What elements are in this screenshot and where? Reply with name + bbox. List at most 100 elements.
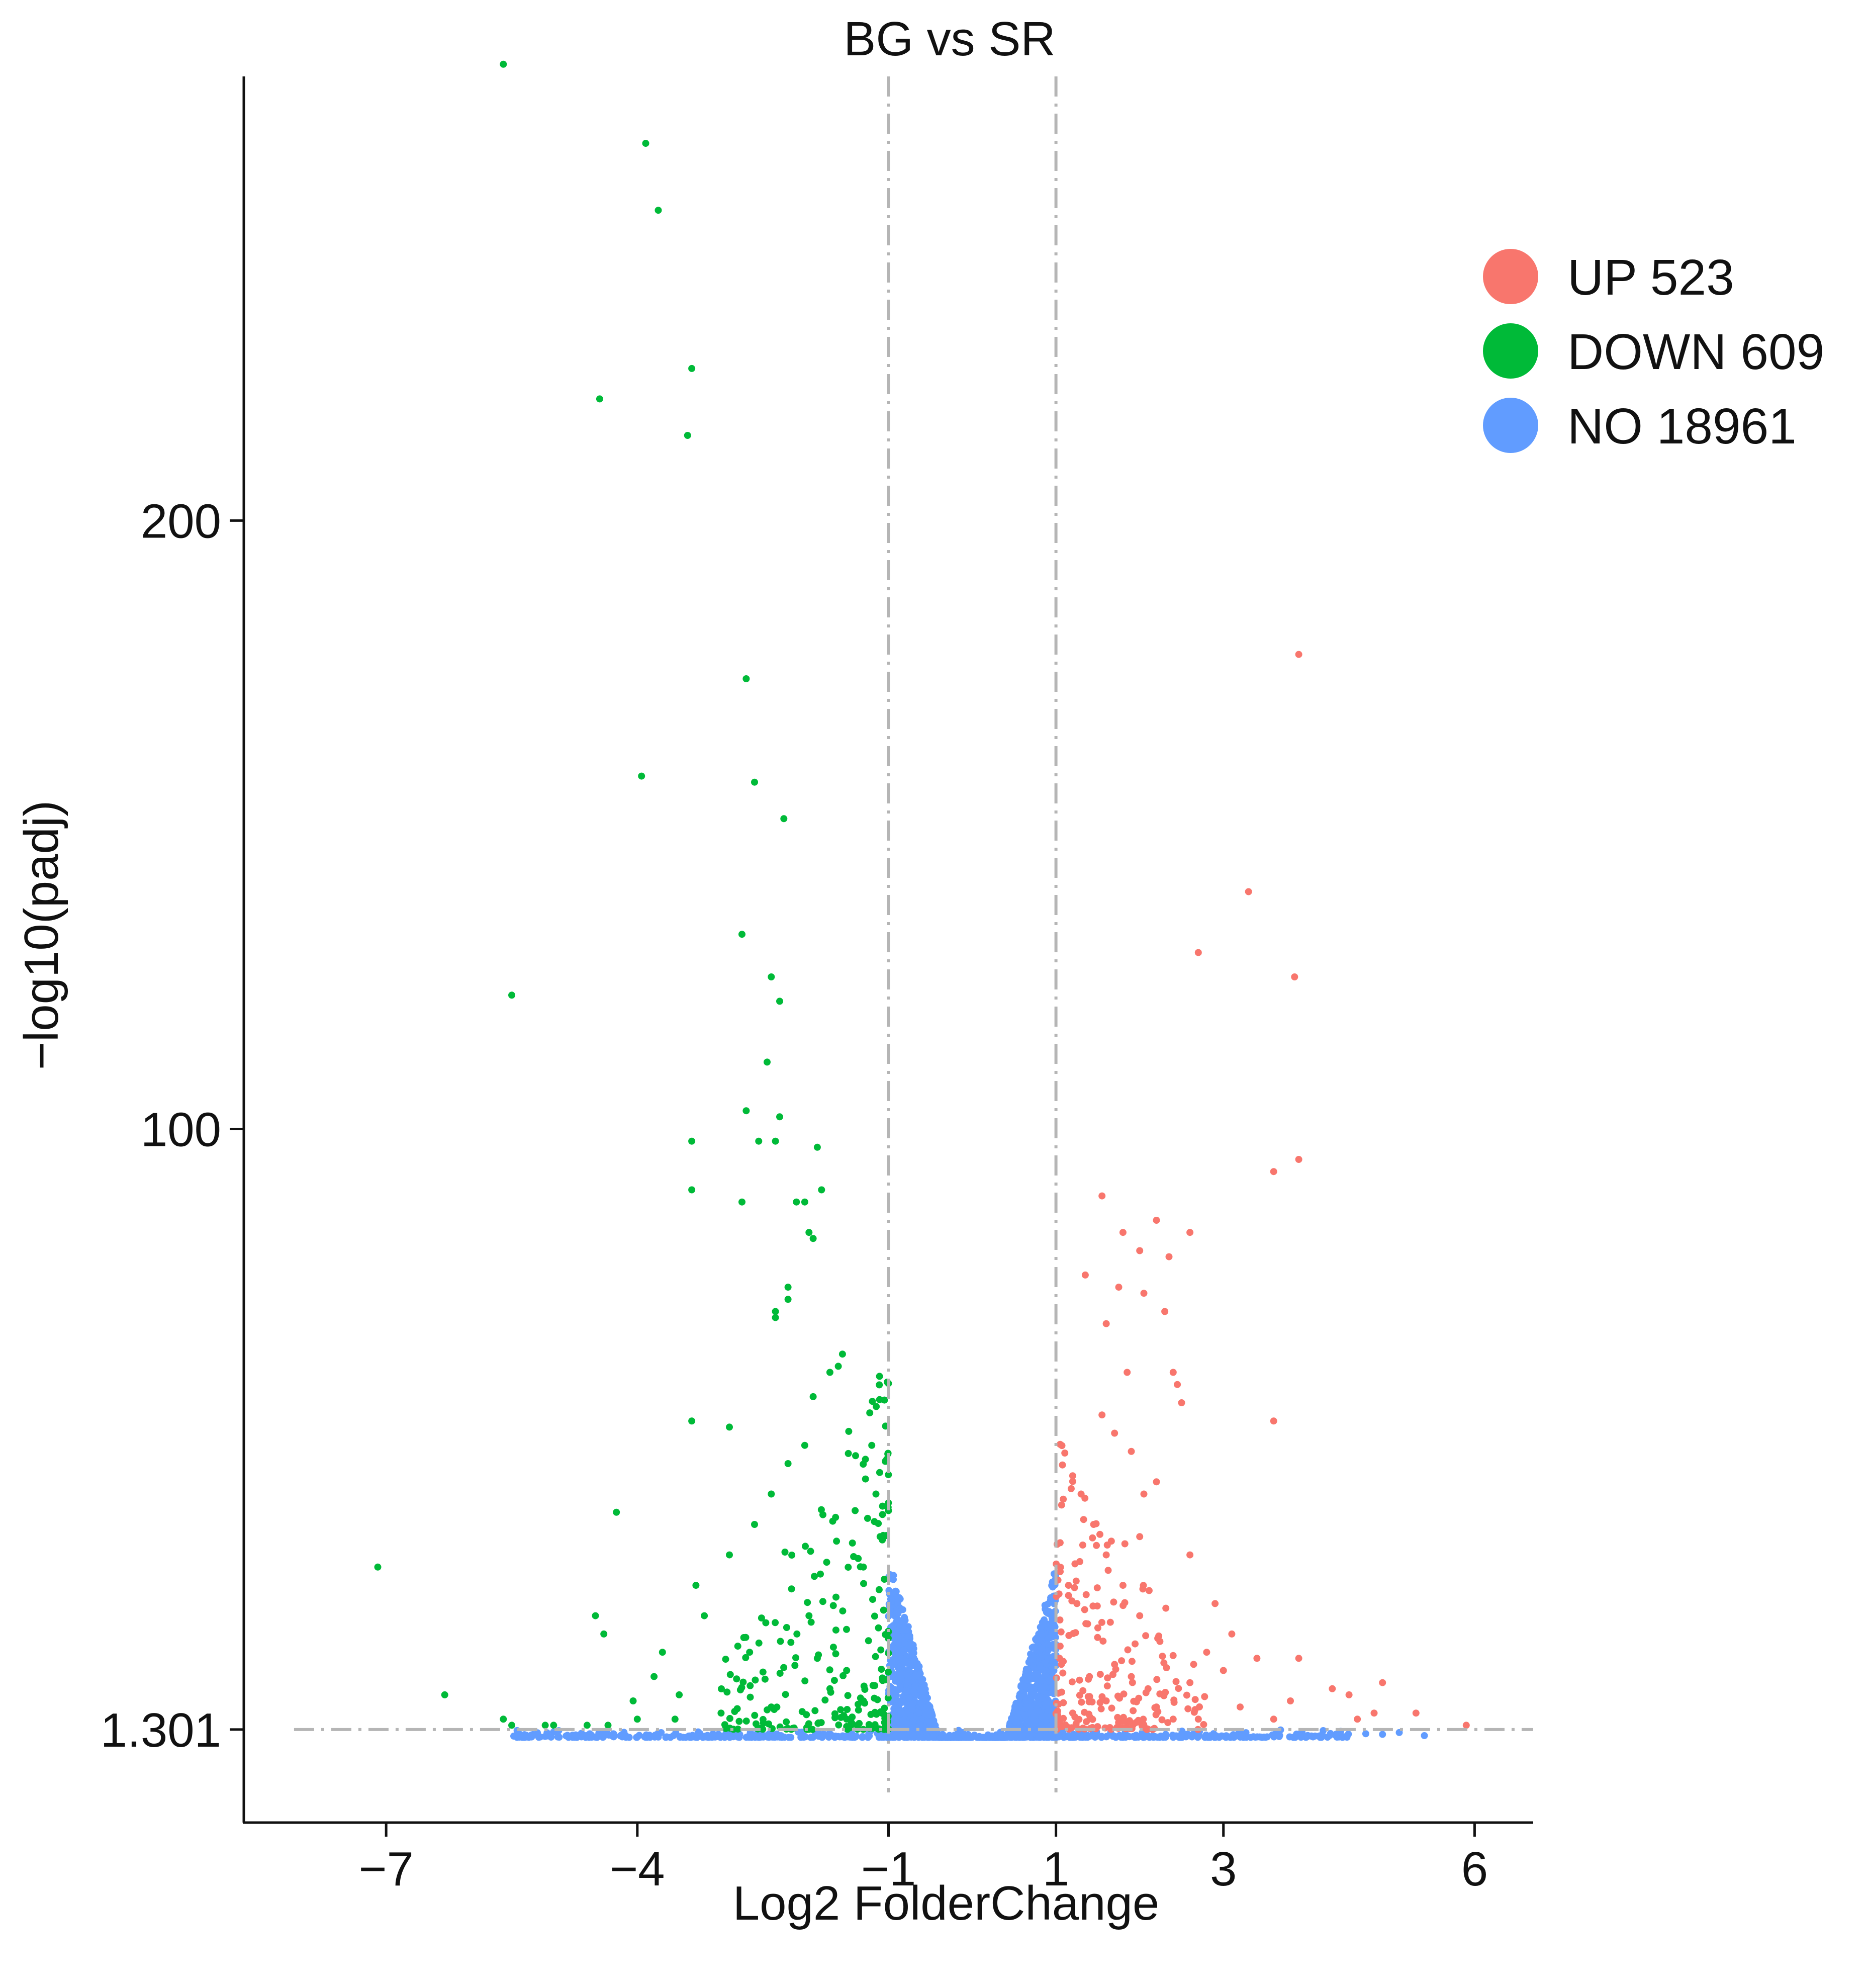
down-point bbox=[873, 1403, 880, 1410]
no-point bbox=[726, 1732, 733, 1740]
down-point bbox=[801, 1441, 808, 1449]
up-point bbox=[1128, 1673, 1135, 1680]
down-point bbox=[592, 1612, 599, 1619]
down-point bbox=[772, 1619, 779, 1626]
no-point bbox=[897, 1708, 905, 1715]
no-point bbox=[699, 1734, 707, 1741]
no-point bbox=[918, 1700, 926, 1707]
down-point bbox=[809, 1726, 816, 1733]
no-point bbox=[572, 1731, 580, 1739]
down-point bbox=[734, 1726, 741, 1733]
up-point bbox=[1076, 1691, 1083, 1699]
down-point bbox=[869, 1398, 876, 1405]
no-point bbox=[904, 1676, 912, 1683]
no-point bbox=[896, 1621, 903, 1629]
no-point bbox=[1035, 1700, 1042, 1707]
down-point bbox=[817, 1570, 824, 1578]
down-point bbox=[776, 998, 783, 1005]
down-point bbox=[784, 1284, 792, 1291]
up-point bbox=[1065, 1592, 1072, 1599]
down-point bbox=[852, 1507, 859, 1514]
down-point bbox=[805, 1720, 812, 1728]
no-point bbox=[658, 1729, 665, 1736]
down-point bbox=[731, 1708, 738, 1715]
up-point bbox=[1194, 949, 1202, 956]
down-point bbox=[739, 1678, 747, 1686]
up-point bbox=[1089, 1715, 1096, 1723]
down-point bbox=[879, 1502, 886, 1510]
no-point bbox=[687, 1734, 695, 1741]
no-point bbox=[943, 1733, 950, 1741]
down-point bbox=[821, 1696, 829, 1704]
down-point bbox=[815, 1719, 822, 1727]
no-point bbox=[906, 1632, 913, 1640]
up-point bbox=[1067, 1485, 1075, 1492]
up-point bbox=[1145, 1587, 1153, 1594]
down-point bbox=[755, 1137, 763, 1145]
down-point bbox=[726, 1671, 734, 1678]
up-point bbox=[1069, 1478, 1076, 1485]
up-point bbox=[1186, 1679, 1194, 1686]
down-point bbox=[879, 1511, 886, 1518]
up-point bbox=[1174, 1381, 1181, 1388]
down-point bbox=[726, 1551, 733, 1559]
no-point bbox=[1070, 1734, 1078, 1741]
no-point bbox=[1327, 1730, 1334, 1737]
no-point bbox=[564, 1732, 571, 1739]
down-point bbox=[633, 1715, 641, 1723]
up-point bbox=[1190, 1708, 1198, 1716]
down-point bbox=[835, 1721, 843, 1729]
up-point bbox=[1065, 1582, 1072, 1589]
down-point bbox=[500, 1715, 507, 1723]
down-point bbox=[742, 1718, 750, 1725]
no-point bbox=[588, 1734, 595, 1741]
no-point bbox=[990, 1733, 997, 1741]
up-point bbox=[1083, 1718, 1090, 1726]
down-point bbox=[837, 1706, 845, 1713]
no-point bbox=[1098, 1734, 1105, 1741]
down-point bbox=[832, 1593, 839, 1601]
up-point bbox=[1130, 1697, 1138, 1705]
no-point bbox=[1169, 1734, 1177, 1741]
no-point bbox=[841, 1734, 849, 1741]
up-point bbox=[1079, 1542, 1086, 1549]
up-point bbox=[1090, 1521, 1097, 1528]
down-point bbox=[881, 1714, 889, 1722]
no-point bbox=[906, 1641, 913, 1648]
down-point bbox=[862, 1475, 869, 1483]
no-point bbox=[925, 1718, 932, 1726]
no-point bbox=[910, 1688, 917, 1695]
up-point bbox=[1132, 1640, 1139, 1648]
down-point bbox=[781, 1549, 789, 1556]
no-point bbox=[911, 1682, 919, 1689]
down-point bbox=[845, 1450, 852, 1457]
up-point bbox=[1270, 1168, 1277, 1176]
no-point bbox=[897, 1656, 905, 1663]
up-point bbox=[1096, 1671, 1104, 1678]
down-point bbox=[849, 1713, 856, 1721]
down-point bbox=[746, 1649, 754, 1656]
up-point bbox=[1140, 1290, 1148, 1297]
no-point bbox=[1086, 1733, 1094, 1740]
no-point bbox=[533, 1731, 540, 1739]
no-point bbox=[890, 1661, 897, 1668]
down-point bbox=[784, 1296, 792, 1303]
down-point bbox=[829, 1602, 837, 1609]
up-point bbox=[1191, 1696, 1199, 1703]
no-point bbox=[1250, 1733, 1257, 1741]
up-point bbox=[1295, 1156, 1302, 1163]
down-point bbox=[723, 1688, 731, 1696]
down-point bbox=[809, 1235, 817, 1242]
down-point bbox=[881, 1576, 888, 1583]
no-point bbox=[926, 1702, 934, 1710]
up-point bbox=[1056, 1643, 1064, 1650]
no-point bbox=[1117, 1733, 1125, 1741]
up-point bbox=[1058, 1688, 1065, 1696]
down-point bbox=[374, 1563, 382, 1571]
down-point bbox=[843, 1625, 850, 1633]
up-point bbox=[1102, 1551, 1110, 1559]
down-point bbox=[809, 1393, 817, 1400]
up-point bbox=[1065, 1632, 1073, 1639]
x-tick-label: 6 bbox=[1461, 1842, 1488, 1896]
down-point bbox=[764, 1058, 771, 1066]
